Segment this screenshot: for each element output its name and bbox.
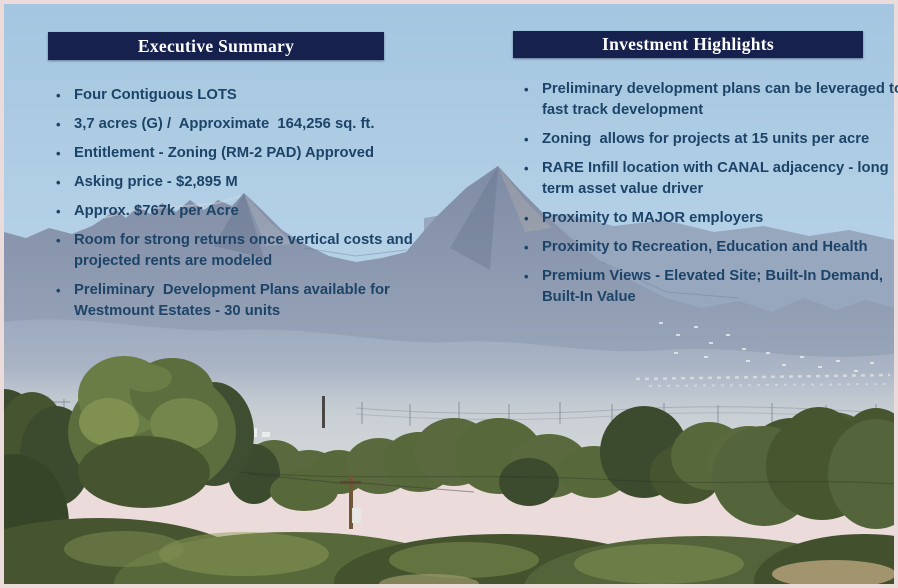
- bullet-icon: •: [524, 82, 529, 97]
- foreground-brush: [4, 518, 894, 584]
- executive-summary-title: Executive Summary: [137, 35, 295, 56]
- list-item-text: Four Contiguous LOTS: [74, 87, 237, 103]
- bullet-icon: •: [56, 117, 61, 132]
- list-item: • Asking price - $2,895 M: [56, 172, 470, 193]
- list-item: • Zoning allows for projects at 15 units …: [524, 129, 898, 150]
- bullet-icon: •: [56, 204, 61, 219]
- list-item: • Four Contiguous LOTS: [56, 85, 470, 106]
- list-item-text: Proximity to MAJOR employers: [542, 210, 764, 226]
- list-item-text: Zoning allows for projects at 15 units p…: [542, 131, 870, 147]
- bullet-icon: •: [524, 240, 529, 255]
- utility-poles: [238, 396, 894, 529]
- bullet-icon: •: [524, 132, 529, 147]
- investment-highlights-header: Investment Highlights: [513, 31, 863, 58]
- list-item: • Preliminary Development Plans available…: [56, 280, 470, 322]
- list-item-text: Entitlement - Zoning (RM-2 PAD) Approved: [74, 145, 375, 161]
- list-item-text: Room for strong returns once vertical co…: [74, 232, 417, 269]
- list-item-text: 3,7 acres (G) / Approximate 164,256 sq. …: [74, 116, 375, 132]
- bullet-icon: •: [56, 283, 61, 298]
- list-item-text: Preliminary Development Plans available …: [74, 282, 394, 319]
- list-item: • RARE Infill location with CANAL adjacen…: [524, 158, 898, 200]
- list-item: • Preliminary development plans can be le…: [524, 79, 898, 121]
- bullet-icon: •: [56, 88, 61, 103]
- list-item: • Room for strong returns once vertical c…: [56, 230, 470, 272]
- mountain-landscape-photo: [4, 4, 894, 584]
- bullet-icon: •: [524, 269, 529, 284]
- investment-highlights-list: • Preliminary development plans can be le…: [524, 79, 898, 316]
- list-item-text: Premium Views - Elevated Site; Built-In …: [542, 268, 888, 305]
- list-item: • 3,7 acres (G) / Approximate 164,256 sq.…: [56, 114, 470, 135]
- list-item: • Proximity to Recreation, Education and …: [524, 237, 898, 258]
- list-item: • Premium Views - Elevated Site; Built-In…: [524, 266, 898, 308]
- list-item-text: RARE Infill location with CANAL adjacenc…: [542, 160, 893, 197]
- executive-summary-header: Executive Summary: [48, 32, 384, 60]
- list-item: • Approx. $767k per Acre: [56, 201, 470, 222]
- bullet-icon: •: [524, 211, 529, 226]
- investment-highlights-title: Investment Highlights: [601, 34, 775, 54]
- bullet-icon: •: [56, 146, 61, 161]
- bullet-icon: •: [56, 175, 61, 190]
- list-item: • Entitlement - Zoning (RM-2 PAD) Approve…: [56, 143, 470, 164]
- background-photo: [4, 4, 894, 584]
- tree-line: [4, 356, 894, 584]
- list-item: • Proximity to MAJOR employers: [524, 208, 898, 229]
- bullet-icon: •: [524, 161, 529, 176]
- list-item-text: Asking price - $2,895 M: [74, 174, 238, 190]
- bullet-icon: •: [56, 233, 61, 248]
- list-item-text: Proximity to Recreation, Education and H…: [542, 239, 868, 255]
- list-item-text: Approx. $767k per Acre: [74, 203, 239, 219]
- list-item-text: Preliminary development plans can be lev…: [542, 81, 898, 118]
- executive-summary-list: • Four Contiguous LOTS • 3,7 acres (G) / A…: [56, 85, 470, 330]
